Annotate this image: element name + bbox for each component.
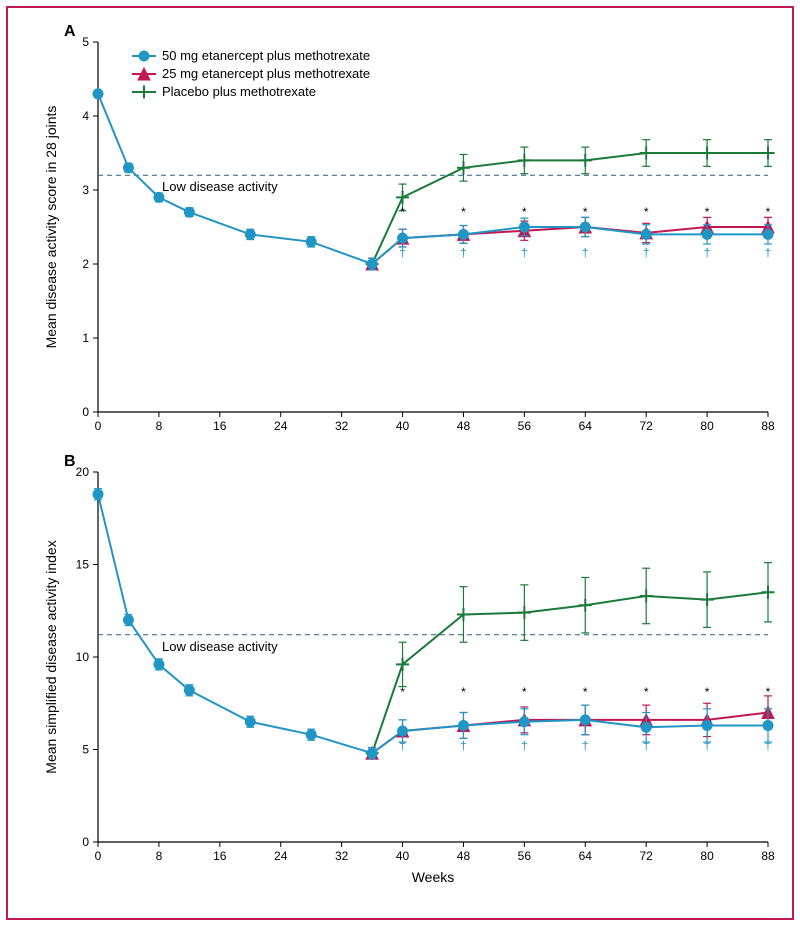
svg-text:0: 0 xyxy=(82,835,89,849)
svg-text:8: 8 xyxy=(156,849,163,863)
svg-text:40: 40 xyxy=(396,419,410,433)
svg-text:*: * xyxy=(522,685,527,699)
svg-text:*: * xyxy=(705,205,710,219)
svg-text:5: 5 xyxy=(82,35,89,49)
svg-text:†: † xyxy=(765,246,772,260)
svg-text:24: 24 xyxy=(274,419,288,433)
svg-text:15: 15 xyxy=(76,558,90,572)
svg-text:2: 2 xyxy=(82,257,89,271)
svg-text:72: 72 xyxy=(640,849,654,863)
svg-text:64: 64 xyxy=(579,849,593,863)
svg-text:88: 88 xyxy=(761,849,775,863)
svg-text:64: 64 xyxy=(579,419,593,433)
svg-text:†: † xyxy=(521,246,528,260)
chart-svg: 0123450816243240485664728088Low disease … xyxy=(12,12,788,914)
svg-text:*: * xyxy=(766,685,771,699)
svg-text:*: * xyxy=(583,685,588,699)
svg-text:A: A xyxy=(64,23,76,40)
svg-text:48: 48 xyxy=(457,849,471,863)
svg-text:†: † xyxy=(704,739,711,753)
svg-text:16: 16 xyxy=(213,419,227,433)
svg-text:†: † xyxy=(521,739,528,753)
svg-text:56: 56 xyxy=(518,419,532,433)
svg-text:Placebo plus methotrexate: Placebo plus methotrexate xyxy=(162,84,316,99)
svg-text:†: † xyxy=(643,739,650,753)
svg-text:*: * xyxy=(461,685,466,699)
svg-text:32: 32 xyxy=(335,419,349,433)
figure-frame: 0123450816243240485664728088Low disease … xyxy=(0,0,800,926)
svg-text:5: 5 xyxy=(82,743,89,757)
svg-text:*: * xyxy=(400,205,405,219)
svg-text:†: † xyxy=(643,246,650,260)
svg-text:*: * xyxy=(522,205,527,219)
svg-text:*: * xyxy=(644,685,649,699)
svg-text:†: † xyxy=(399,739,406,753)
svg-text:1: 1 xyxy=(82,331,89,345)
svg-text:40: 40 xyxy=(396,849,410,863)
svg-text:†: † xyxy=(582,246,589,260)
svg-text:Mean disease activity score in: Mean disease activity score in 28 joints xyxy=(43,106,59,349)
svg-text:0: 0 xyxy=(95,419,102,433)
svg-text:*: * xyxy=(705,685,710,699)
svg-text:*: * xyxy=(644,205,649,219)
svg-text:88: 88 xyxy=(761,419,775,433)
svg-text:10: 10 xyxy=(76,650,90,664)
svg-text:8: 8 xyxy=(156,419,163,433)
svg-text:Mean simplified disease activi: Mean simplified disease activity index xyxy=(43,540,59,773)
svg-text:4: 4 xyxy=(82,109,89,123)
svg-text:20: 20 xyxy=(76,465,90,479)
svg-text:80: 80 xyxy=(700,849,714,863)
svg-text:Weeks: Weeks xyxy=(412,869,455,885)
svg-text:†: † xyxy=(704,246,711,260)
svg-text:16: 16 xyxy=(213,849,227,863)
svg-text:†: † xyxy=(460,246,467,260)
svg-text:25 mg etanercept plus methotre: 25 mg etanercept plus methotrexate xyxy=(162,66,370,81)
svg-text:†: † xyxy=(582,739,589,753)
svg-text:48: 48 xyxy=(457,419,471,433)
svg-text:0: 0 xyxy=(82,405,89,419)
svg-text:Low disease activity: Low disease activity xyxy=(162,639,278,654)
svg-text:0: 0 xyxy=(95,849,102,863)
inner-area: 0123450816243240485664728088Low disease … xyxy=(12,12,788,914)
svg-text:24: 24 xyxy=(274,849,288,863)
svg-text:3: 3 xyxy=(82,183,89,197)
svg-text:*: * xyxy=(461,205,466,219)
svg-text:Low disease activity: Low disease activity xyxy=(162,179,278,194)
svg-text:56: 56 xyxy=(518,849,532,863)
svg-text:*: * xyxy=(583,205,588,219)
svg-text:72: 72 xyxy=(640,419,654,433)
svg-text:*: * xyxy=(400,685,405,699)
svg-text:32: 32 xyxy=(335,849,349,863)
svg-text:B: B xyxy=(64,453,76,470)
svg-text:†: † xyxy=(460,739,467,753)
svg-text:80: 80 xyxy=(700,419,714,433)
svg-text:†: † xyxy=(765,739,772,753)
svg-text:†: † xyxy=(399,246,406,260)
svg-text:*: * xyxy=(766,205,771,219)
svg-text:50 mg etanercept plus methotre: 50 mg etanercept plus methotrexate xyxy=(162,48,370,63)
